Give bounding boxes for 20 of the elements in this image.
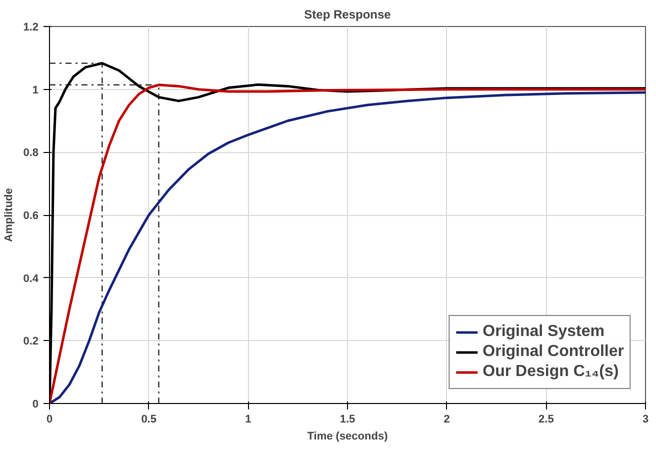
x-tick-label: 0.5 (141, 414, 156, 426)
legend-label: Our Design C₁₄(s) (482, 363, 619, 381)
y-tick-label: 1 (32, 84, 39, 96)
x-tick-label: 2.5 (538, 414, 554, 426)
y-tick-label: 0.8 (23, 147, 39, 160)
y-tick-label: 0 (32, 398, 39, 410)
legend-label: Original System (482, 323, 604, 341)
y-tick-label: 1.2 (23, 22, 39, 34)
x-tick-label: 1 (245, 414, 252, 426)
legend-label: Original Controller (482, 343, 624, 361)
x-tick-label: 0 (46, 414, 53, 426)
chart-title: Step Response (304, 8, 392, 22)
y-tick-label: 0.2 (23, 336, 39, 348)
y-axis-title: Amplitude (3, 188, 16, 242)
x-axis-title: Time (seconds) (307, 430, 388, 442)
x-tick-label: 3 (642, 414, 649, 426)
x-tick-label: 1.5 (340, 414, 356, 426)
y-tick-label: 0.4 (23, 272, 40, 285)
x-tick-label: 2 (444, 414, 450, 426)
y-tick-label: 0.6 (23, 210, 39, 222)
